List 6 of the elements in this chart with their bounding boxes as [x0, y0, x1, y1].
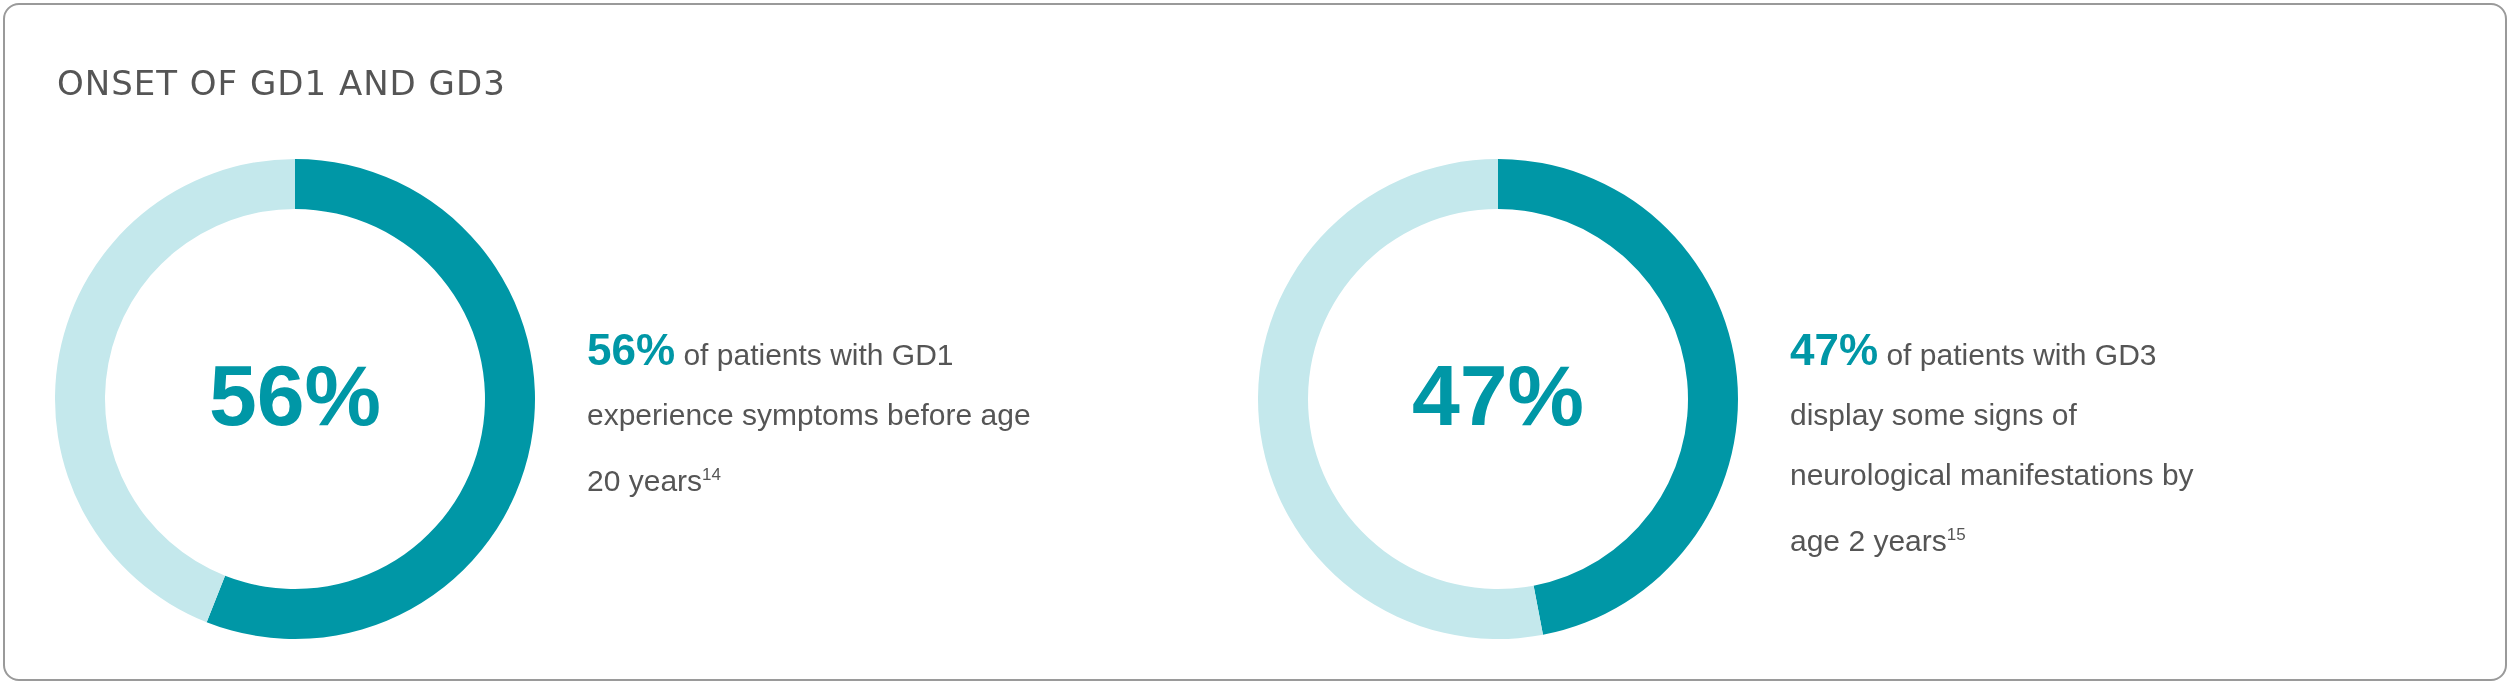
text: 47% of patients with GD3 display some signs of neurological manifestations by age 2 years$^{15}$: [1790, 324, 2195, 559]
chart-title: ONSET OF GD1 AND GD3: [57, 63, 506, 103]
text: 56% of patients with GD1 experience symptoms before age 20 years$^{14}$: [587, 324, 1032, 499]
data-label: 47%: [1411, 347, 1585, 443]
data-label: 56%: [208, 347, 382, 443]
donut-slice: [206, 159, 535, 639]
